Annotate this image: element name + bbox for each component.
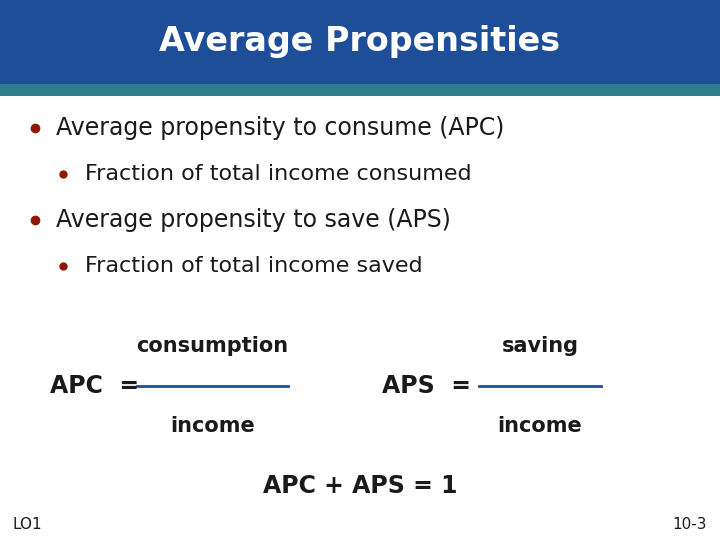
Text: Average propensity to consume (APC): Average propensity to consume (APC) [56, 116, 505, 140]
Text: 10-3: 10-3 [672, 517, 707, 532]
Text: income: income [170, 416, 255, 436]
Text: Average propensity to save (APS): Average propensity to save (APS) [56, 208, 451, 232]
FancyBboxPatch shape [0, 84, 720, 96]
Text: income: income [498, 416, 582, 436]
Text: Fraction of total income saved: Fraction of total income saved [85, 255, 423, 276]
Text: Average Propensities: Average Propensities [159, 25, 561, 58]
Text: LO1: LO1 [13, 517, 42, 532]
Text: APC + APS = 1: APC + APS = 1 [263, 474, 457, 498]
FancyBboxPatch shape [0, 0, 720, 84]
Text: APC  =: APC = [50, 374, 140, 398]
Text: APS  =: APS = [382, 374, 471, 398]
Text: consumption: consumption [136, 336, 289, 356]
Text: Fraction of total income consumed: Fraction of total income consumed [85, 164, 472, 184]
Text: saving: saving [502, 336, 578, 356]
